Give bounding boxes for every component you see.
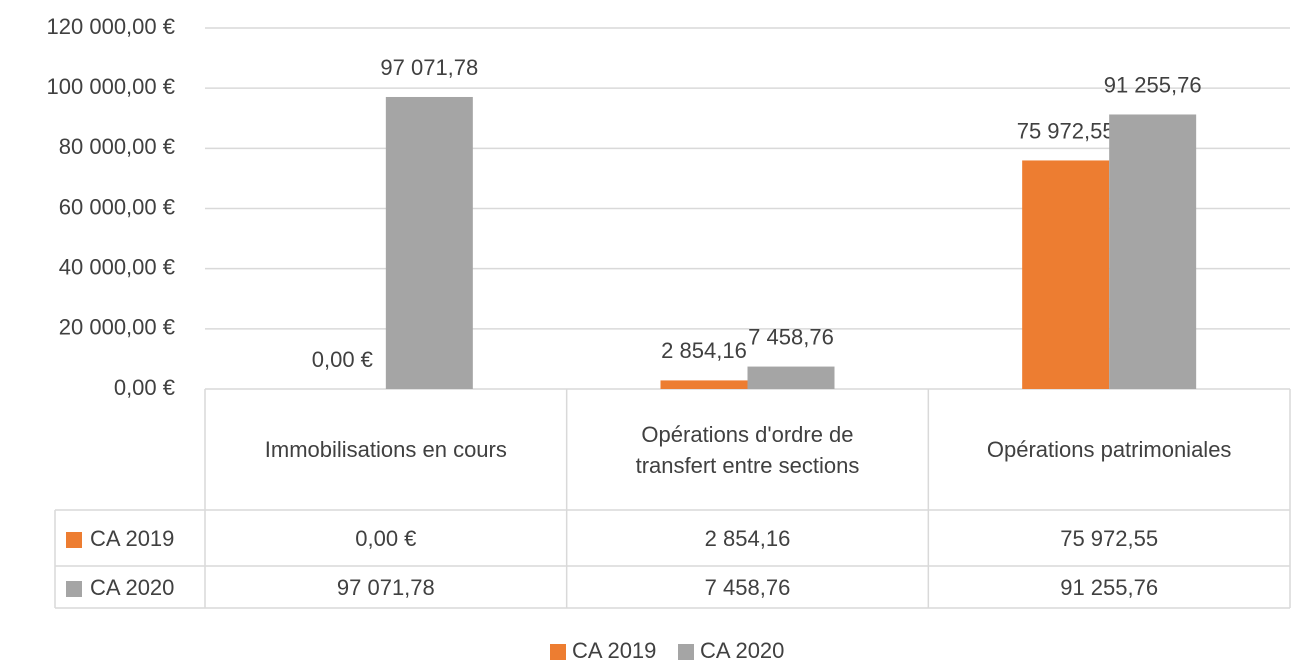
x-tick-label: Immobilisations en cours xyxy=(264,437,507,462)
table-cell: 75 972,55 xyxy=(1060,526,1158,551)
bar xyxy=(385,96,473,389)
y-tick-label: 40 000,00 € xyxy=(59,254,175,279)
data-label: 7 458,76 xyxy=(748,324,834,349)
table-legend-label: CA 2020 xyxy=(90,575,174,600)
category-cell: Immobilisations en cours xyxy=(205,389,567,510)
x-tick-label: Opérations patrimoniales xyxy=(986,437,1232,462)
data-label: 75 972,55 xyxy=(1017,118,1115,143)
y-tick-label: 120 000,00 € xyxy=(47,14,175,39)
y-tick-label: 20 000,00 € xyxy=(59,315,175,340)
data-label: 97 071,78 xyxy=(380,55,478,80)
legend-label: CA 2020 xyxy=(700,638,784,663)
legend-label: CA 2019 xyxy=(572,638,656,663)
y-tick-label: 100 000,00 € xyxy=(47,74,175,99)
bar xyxy=(660,380,748,389)
table-legend-label: CA 2019 xyxy=(90,526,174,551)
legend-key xyxy=(678,644,694,660)
data-label: 91 255,76 xyxy=(1104,72,1202,97)
data-label: 0,00 € xyxy=(312,347,373,372)
table-legend-key xyxy=(66,532,82,548)
y-tick-label: 60 000,00 € xyxy=(59,194,175,219)
bar xyxy=(1109,114,1197,389)
bar xyxy=(1022,160,1110,389)
table-legend-key xyxy=(66,581,82,597)
table-cell: 7 458,76 xyxy=(705,575,791,600)
category-cell: Opérations patrimoniales xyxy=(928,389,1290,510)
y-tick-label: 80 000,00 € xyxy=(59,134,175,159)
data-label: 2 854,16 xyxy=(661,338,747,363)
category-label-box: Opérations patrimoniales xyxy=(928,389,1290,510)
legend-key xyxy=(550,644,566,660)
x-tick-label: Opérations d'ordre de transfert entre se… xyxy=(635,421,860,478)
category-cell: Opérations d'ordre de transfert entre se… xyxy=(567,389,929,510)
table-cell: 2 854,16 xyxy=(705,526,791,551)
table-cell: 0,00 € xyxy=(355,526,416,551)
table-cell: 97 071,78 xyxy=(337,575,435,600)
category-label-box: Opérations d'ordre de transfert entre se… xyxy=(567,389,929,510)
y-tick-label: 0,00 € xyxy=(114,375,175,400)
bar xyxy=(747,366,835,389)
category-label-box: Immobilisations en cours xyxy=(205,389,567,510)
table-cell: 91 255,76 xyxy=(1060,575,1158,600)
